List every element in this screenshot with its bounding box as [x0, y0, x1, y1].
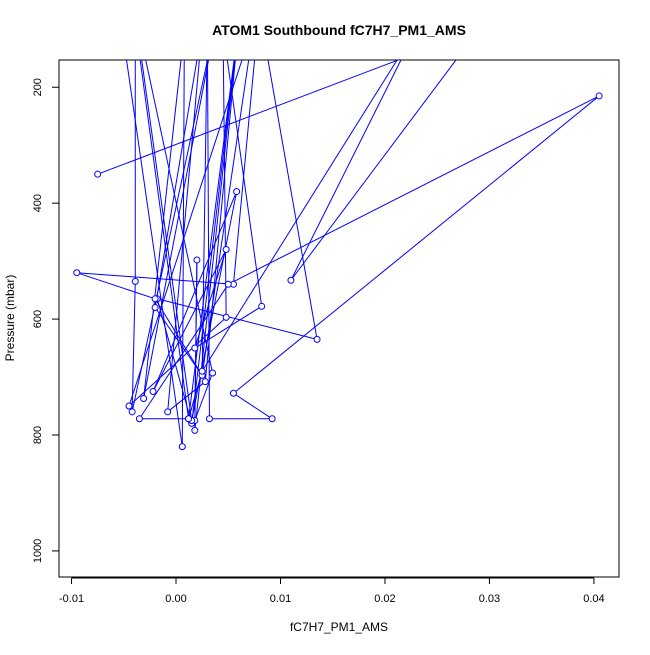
data-point [140, 394, 148, 402]
series-segment [233, 392, 273, 420]
x-axis-label: fC7H7_PM1_AMS [290, 620, 388, 634]
series-segment [188, 60, 235, 419]
data-point [205, 415, 213, 423]
series-segment [139, 60, 190, 419]
data-point [209, 369, 217, 377]
series-segment [290, 60, 402, 281]
series-segment [145, 60, 214, 374]
series-segment [139, 284, 229, 420]
data-point [125, 402, 133, 410]
x-tick-label: 0.00 [165, 593, 186, 605]
data-point [185, 415, 193, 423]
data-point [222, 313, 230, 321]
series-segment [191, 60, 235, 424]
data-point [151, 295, 159, 303]
chart-title: ATOM1 Southbound fC7H7_PM1_AMS [212, 22, 466, 38]
series-segment [143, 60, 210, 399]
data-series [73, 60, 603, 451]
series-segment [226, 60, 263, 307]
series-segment [152, 249, 227, 392]
series-segment [188, 371, 203, 419]
data-point [222, 246, 230, 254]
data-point [164, 408, 172, 416]
series-segment [194, 305, 262, 349]
series-segment [233, 95, 600, 394]
data-point [191, 426, 199, 434]
data-point [233, 188, 241, 196]
data-point [224, 280, 232, 288]
data-point [135, 415, 143, 423]
data-point [198, 367, 206, 375]
series-segment [154, 298, 203, 376]
data-point [229, 389, 237, 397]
y-axis: 200 400 600 800 1000 [32, 78, 60, 563]
data-point [178, 443, 186, 451]
series-segment [143, 60, 182, 399]
y-tick-label: 200 [32, 78, 44, 96]
series-segment [167, 381, 206, 413]
data-point [94, 170, 102, 178]
series-segment [76, 272, 234, 285]
plot-frame [58, 59, 620, 578]
data-point [149, 388, 157, 396]
x-tick-label: 0.03 [479, 593, 500, 605]
series-segment [152, 191, 238, 392]
series-segment [131, 281, 136, 412]
data-point [595, 92, 603, 100]
x-tick-label: 0.04 [583, 593, 604, 605]
data-point [73, 269, 81, 277]
series-segment [201, 60, 250, 376]
series-segment [201, 60, 208, 376]
data-point [128, 408, 136, 416]
x-tick-label: 0.02 [374, 593, 395, 605]
data-point [191, 344, 199, 352]
series-segment [267, 60, 318, 340]
x-tick-label: 0.01 [270, 593, 291, 605]
series-segment [131, 60, 209, 412]
series-segment [194, 249, 227, 349]
series-segment [128, 60, 243, 407]
series-segment [76, 272, 156, 300]
series-segment [207, 60, 210, 419]
data-point [313, 335, 321, 343]
series-segment [201, 60, 398, 372]
series-segment [141, 60, 193, 421]
x-tick-label: -0.01 [59, 593, 84, 605]
data-point [151, 303, 159, 311]
series-segment [228, 95, 600, 285]
series-segment [232, 60, 256, 285]
data-point [268, 415, 276, 423]
data-point [131, 277, 139, 285]
series-segment [290, 60, 457, 281]
data-point [193, 256, 201, 264]
series-segment [222, 60, 227, 318]
data-point [258, 302, 266, 310]
series-segment [157, 298, 318, 340]
data-point [287, 276, 295, 284]
series-segment [154, 60, 198, 308]
y-tick-label: 1000 [32, 539, 44, 563]
series-segment [126, 60, 183, 447]
y-tick-label: 400 [32, 194, 44, 212]
y-tick-label: 600 [32, 310, 44, 328]
series-segment [167, 60, 200, 412]
data-point [201, 378, 209, 386]
y-tick-label: 800 [32, 426, 44, 444]
y-axis-label: Pressure (mbar) [3, 275, 17, 362]
series-segment [97, 60, 400, 175]
x-axis: -0.01 0.00 0.01 0.02 0.03 0.04 [59, 577, 605, 605]
